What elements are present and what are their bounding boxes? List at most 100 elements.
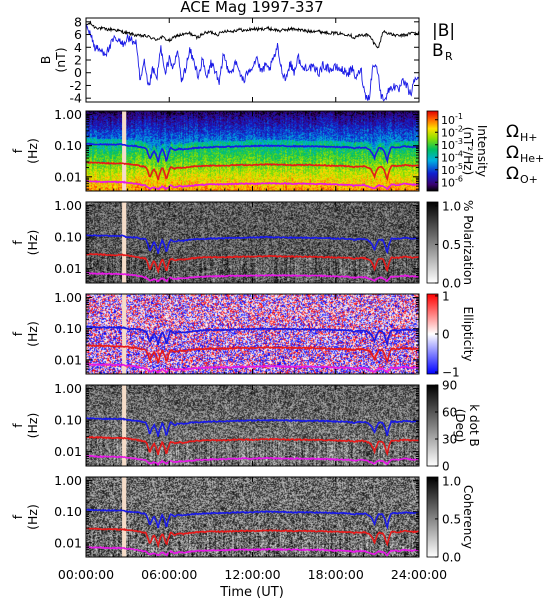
gyro-line-0 [85, 508, 420, 530]
freq-tick-label: 0.10 [54, 230, 82, 245]
colorbar-label: Coherency [461, 485, 475, 549]
colorbar-tick-label: 0.0 [442, 277, 461, 291]
colorbar-kdotb [426, 384, 439, 467]
mag-ytick-label: -2 [70, 78, 82, 93]
chart-title: ACE Mag 1997-337 [180, 0, 323, 16]
mag-legend-sub-1: R [445, 50, 453, 63]
colorbar-tick-label: 0.5 [442, 238, 461, 252]
colorbar-tick-label: 10 [441, 164, 455, 177]
colorbar-polarization [426, 201, 439, 284]
freq-tick-label: 0.10 [54, 504, 82, 519]
colorbar-tick-label: 0.0 [442, 551, 461, 565]
spectrogram-polarization [86, 202, 419, 283]
intensity-panel: 1.000.100.01f (Hz)10-110-210-310-410 -510-… [10, 107, 544, 192]
colorbar-tick-label: 1.0 [442, 474, 461, 488]
freq-ylabel-unit: (Hz) [25, 138, 40, 164]
mag-ytick-label: 6 [74, 27, 82, 42]
data-gap [122, 202, 127, 283]
mag-legend-1: B [432, 41, 444, 61]
colorbar-label-unit: (nT²/Hz) [461, 127, 475, 175]
spectrogram-ellipticity [86, 294, 419, 374]
mag-ytick-label: 8 [74, 14, 82, 29]
gyro-line-1 [85, 527, 420, 549]
freq-tick-label: 1.00 [54, 381, 82, 396]
x-axis-label: Time (UT) [219, 585, 284, 600]
colorbar-label: % Polarization [461, 200, 475, 285]
data-gap [122, 477, 127, 557]
colorbar-intensity [426, 110, 439, 192]
freq-tick-label: 1.00 [54, 290, 82, 305]
gyro-line-1 [85, 344, 420, 364]
mag-series-btotal [85, 20, 420, 49]
freq-tick-label: 0.01 [54, 169, 82, 184]
gyro-line-2 [85, 545, 420, 557]
freq-tick-label: 0.10 [54, 138, 82, 153]
colorbar-tick-label: 0.5 [442, 512, 461, 526]
gyro-legend-sub-1: He+ [520, 152, 544, 165]
mag-ylabel-unit: (nT) [53, 47, 68, 72]
freq-ylabel-f: f [10, 514, 25, 519]
freq-tick-label: 0.10 [54, 321, 82, 336]
x-axis: 00:00:00 06:00:00 12:00:00 18:00:00 24:00:00 [58, 567, 447, 582]
x-tick-label: 00:00:00 [58, 567, 114, 582]
gyro-legend-1: Ω [506, 143, 519, 163]
data-gap [122, 111, 127, 191]
gyro-line-2 [85, 362, 420, 374]
spectrogram-kdotb [86, 385, 419, 466]
freq-tick-label: 0.01 [54, 444, 82, 459]
gyro-line-0 [85, 417, 420, 437]
freq-tick-label: 1.00 [54, 473, 82, 488]
freq-ylabel-unit: (Hz) [25, 230, 40, 256]
kdotb-panel: 1.00 0.10 0.01 f (Hz) 90 60 30 0 k dot B(Deg) [10, 379, 481, 474]
freq-ylabel-unit: (Hz) [25, 321, 40, 347]
colorbar-tick-label: 90 [442, 379, 457, 393]
colorbar-tick-label: −1 [442, 366, 460, 380]
colorbar-tick-label: 10 [441, 151, 455, 164]
freq-ylabel-f: f [10, 423, 25, 428]
gyro-line-0 [85, 142, 419, 165]
freq-tick-label: 0.10 [54, 413, 82, 428]
colorbar-tick-label: 1 [442, 289, 450, 303]
colorbar-tick-label: 30 [442, 433, 457, 447]
x-tick-label: 06:00:00 [141, 567, 197, 582]
mag-ytick-label: 0 [74, 65, 82, 80]
gyro-legend-0: Ω [506, 122, 519, 142]
mag-ytick-label: -4 [70, 91, 83, 106]
mag-frame [85, 17, 420, 103]
colorbar-tick-exp: -1 [455, 112, 463, 121]
mag-ylabel-b: B [38, 56, 53, 65]
colorbar-tick-exp: -3 [455, 137, 463, 146]
colorbar-tick-label: 60 [442, 406, 457, 420]
gyro-line-2 [85, 179, 420, 191]
colorbar-tick-label: 0 [442, 460, 450, 474]
gyro-line-1 [85, 435, 420, 457]
freq-ylabel-unit: (Hz) [25, 413, 40, 439]
gyro-legend-sub-0: H+ [520, 131, 538, 144]
freq-ylabel-f: f [10, 331, 25, 336]
colorbar-tick-exp: -2 [455, 124, 463, 133]
x-tick-label: 18:00:00 [308, 567, 364, 582]
mag-legend-0: |B| [432, 21, 455, 41]
polarization-panel: 1.00 0.10 0.01 f (Hz) 1.0 0.5 0.0% Polarization [10, 198, 475, 290]
mag-series-br [85, 23, 420, 102]
colorbar-tick-exp: -5 [455, 162, 463, 171]
colorbar-tick-label: 10 [441, 114, 455, 127]
freq-tick-label: 0.01 [54, 352, 82, 367]
x-tick-label: 12:00:00 [224, 567, 280, 582]
colorbar-tick-label: 10 [441, 176, 455, 189]
gyro-line-1 [85, 161, 419, 182]
colorbar-tick-exp: -4 [455, 149, 463, 158]
mag-ytick-label: 4 [74, 40, 82, 55]
colorbar-label: Intensity [475, 125, 489, 177]
colorbar-coherency [426, 476, 439, 558]
freq-ylabel-f: f [10, 240, 25, 245]
colorbar-tick-exp: -6 [455, 174, 463, 183]
gyro-line-0 [85, 234, 420, 255]
gyro-line-1 [85, 252, 420, 274]
colorbar-tick-label: 0 [442, 328, 450, 342]
gyro-line-2 [85, 271, 420, 283]
